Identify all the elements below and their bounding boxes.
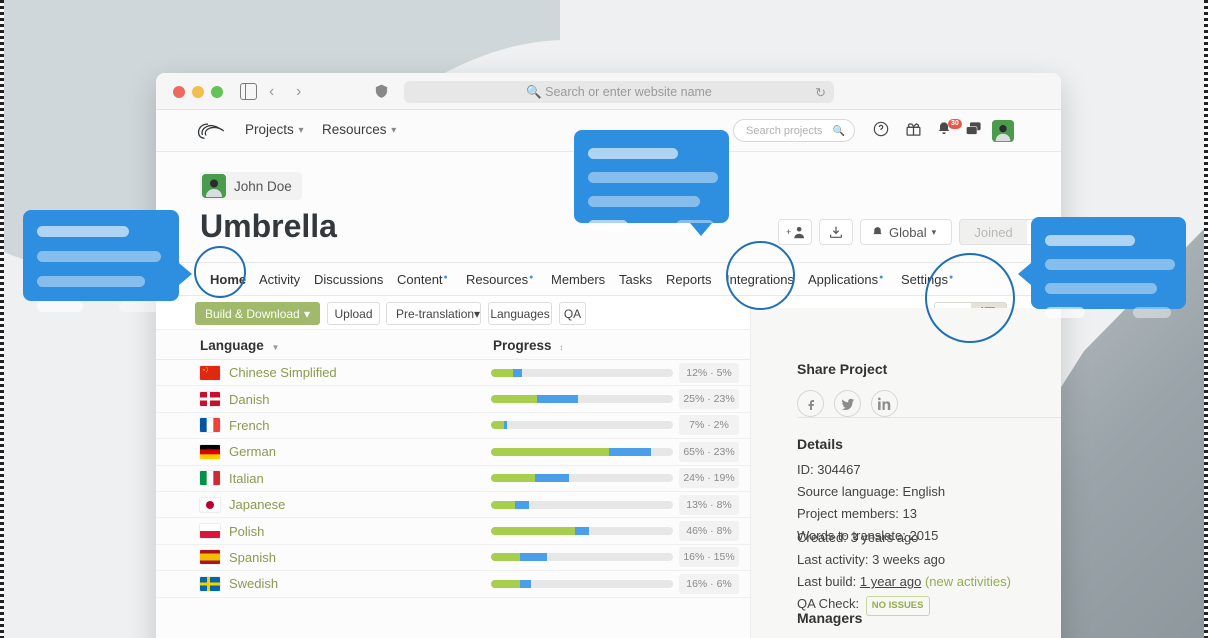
svg-text:+: + bbox=[786, 227, 791, 237]
